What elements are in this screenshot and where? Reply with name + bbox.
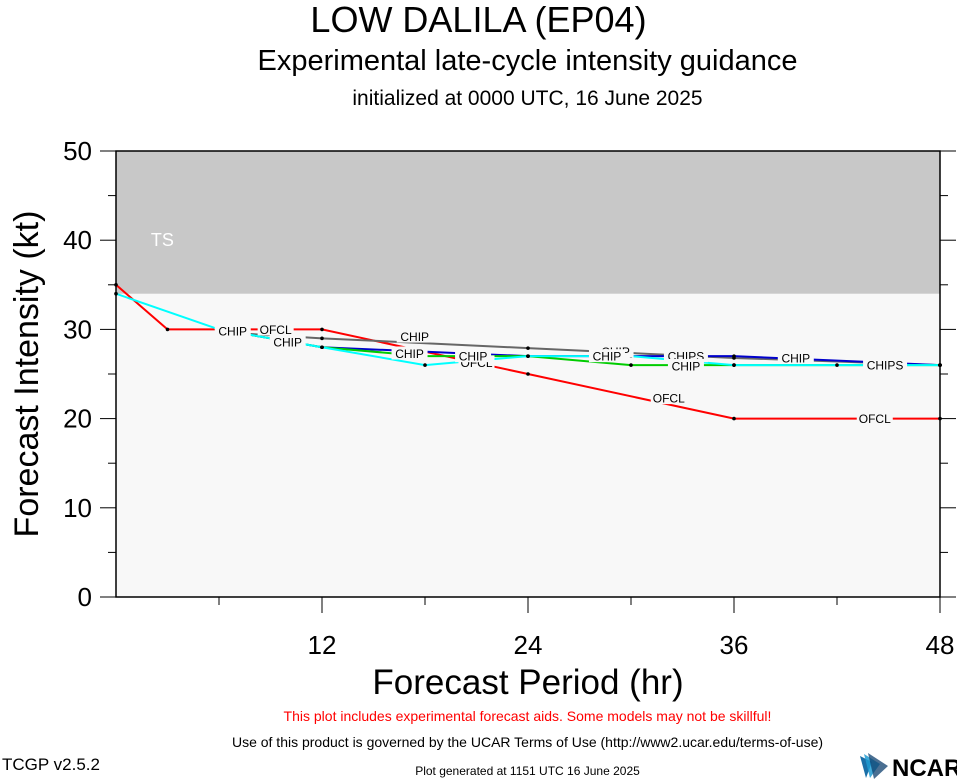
version-label: TCGP v2.5.2	[2, 755, 100, 774]
y-tick-label: 10	[63, 493, 92, 523]
data-point	[732, 416, 736, 421]
series-label-chip: CHIP	[273, 335, 302, 349]
y-tick-label: 0	[78, 582, 92, 612]
data-point	[114, 291, 118, 296]
series-label-background	[667, 358, 704, 372]
series-label-background	[396, 329, 433, 343]
y-tick-label: 40	[63, 225, 92, 255]
series-label-background	[650, 391, 687, 405]
data-point	[835, 363, 839, 367]
series-label-ofcl: OFCL	[260, 323, 292, 337]
terms-of-use: Use of this product is governed by the U…	[231, 734, 824, 750]
data-point	[423, 363, 427, 367]
data-point	[526, 346, 530, 350]
data-point	[629, 363, 633, 367]
series-label-chip: CHIP	[672, 359, 701, 373]
y-axis-label: Forecast Intensity (kt)	[8, 211, 46, 538]
series-label-chip: CHIP	[781, 351, 810, 365]
series-label-background	[455, 349, 492, 363]
series-label-chip: CHIP	[400, 330, 429, 344]
data-point	[320, 345, 324, 350]
series-label-background	[777, 350, 814, 364]
data-point	[732, 363, 736, 367]
series-label-chips: CHIPS	[867, 359, 904, 373]
data-point	[938, 416, 942, 421]
experimental-warning: This plot includes experimental forecast…	[283, 708, 772, 724]
data-point	[320, 327, 324, 332]
data-point	[938, 363, 942, 367]
series-label-background	[663, 349, 708, 363]
y-tick-label: 20	[63, 404, 92, 434]
generated-time: Plot generated at 1151 UTC 16 June 2025	[415, 764, 640, 778]
series-label-ofcl: OFCL	[653, 392, 685, 406]
x-axis-label: Forecast Period (hr)	[372, 663, 683, 702]
intensity-band-ts	[116, 151, 940, 294]
x-tick-label: 12	[308, 630, 337, 660]
ncar-logo-text: NCAR	[892, 755, 957, 780]
series-label-background	[588, 349, 625, 363]
series-label-background	[214, 324, 251, 338]
data-point	[526, 354, 530, 358]
chart-title: LOW DALILA (EP04)	[310, 0, 647, 40]
x-tick-label: 48	[926, 630, 955, 660]
x-tick-label: 36	[720, 630, 749, 660]
series-label-background	[863, 358, 908, 372]
series-label-chip: CHIP	[218, 325, 247, 339]
x-tick-label: 24	[514, 630, 543, 660]
series-label-background	[856, 411, 893, 425]
data-point	[114, 283, 118, 287]
series-label-chip: CHIP	[459, 350, 488, 364]
series-label-background	[257, 322, 294, 336]
band-label-ts: TS	[151, 230, 174, 250]
series-label-ofcl: OFCL	[859, 412, 891, 426]
y-tick-label: 50	[63, 136, 92, 166]
data-point	[320, 336, 324, 341]
series-label-chip: CHIP	[593, 350, 622, 364]
series-label-chip: CHIP	[395, 347, 424, 361]
data-point	[165, 327, 170, 332]
initialization-time: initialized at 0000 UTC, 16 June 2025	[352, 87, 703, 110]
data-point	[732, 354, 736, 358]
series-label-background	[269, 334, 306, 348]
ncar-logo: NCAR	[860, 753, 957, 780]
data-point	[526, 372, 530, 376]
chart-subtitle: Experimental late-cycle intensity guidan…	[257, 45, 798, 77]
y-tick-label: 30	[63, 314, 92, 344]
series-label-background	[391, 346, 428, 360]
